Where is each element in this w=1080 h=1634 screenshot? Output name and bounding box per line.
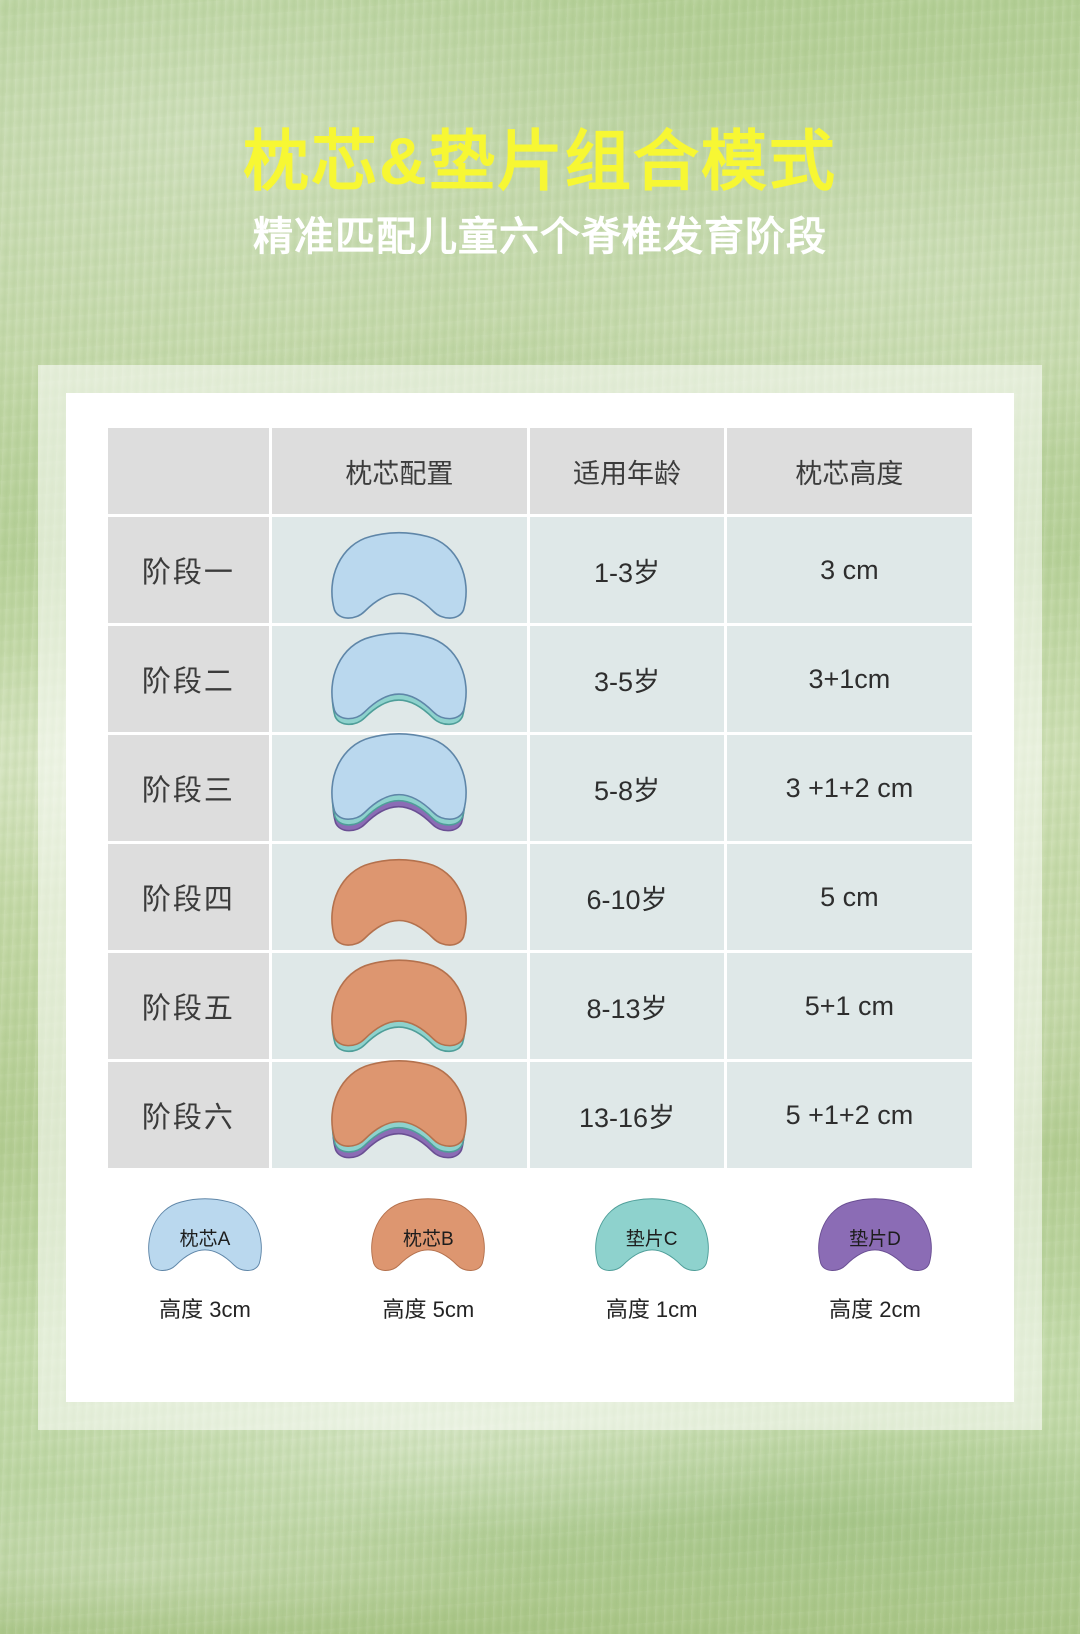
cell-stage: 阶段六: [108, 1062, 269, 1168]
cell-pillow-configuration: [271, 953, 528, 1059]
legend-swatch-icon: 垫片D: [775, 1196, 975, 1276]
legend-swatch-icon: 枕芯B: [328, 1196, 528, 1276]
cell-pillow-configuration: [271, 735, 528, 841]
combination-table: 枕芯配置 适用年龄 枕芯高度 阶段一 1-3岁 3 cm 阶段二 3-5岁 3+1cm 阶段…: [105, 425, 975, 1171]
pillow-stack-svg: [324, 626, 474, 731]
table-header: 枕芯配置 适用年龄 枕芯高度: [108, 428, 972, 514]
cell-stage: 阶段二: [108, 626, 269, 732]
legend-item-height: 高度 5cm: [382, 1297, 475, 1322]
legend-swatch-icon: 垫片C: [552, 1196, 752, 1276]
column-header-age: 适用年龄: [530, 428, 724, 514]
table-row: 阶段三 5-8岁 3 +1+2 cm: [108, 735, 972, 841]
cell-pillow-configuration: [271, 517, 528, 623]
cell-pillow-height: 3 cm: [726, 517, 972, 623]
cell-pillow-height: 5 +1+2 cm: [726, 1062, 972, 1168]
cell-pillow-height: 3 +1+2 cm: [726, 735, 972, 841]
table-row: 阶段四 6-10岁 5 cm: [108, 844, 972, 950]
table-row: 阶段六 13-16岁 5 +1+2 cm: [108, 1062, 972, 1168]
pillow-stack-4-icon: [272, 845, 527, 949]
column-header-stage: [108, 428, 269, 514]
column-header-config: 枕芯配置: [271, 428, 528, 514]
cell-pillow-height: 3+1cm: [726, 626, 972, 732]
pillow-stack-svg: [324, 526, 474, 622]
legend-item-4: 垫片D 高度 2cm: [775, 1196, 975, 1324]
pillow-stack-svg: [324, 1053, 474, 1167]
legend-item-3: 垫片C 高度 1cm: [552, 1196, 752, 1324]
table-header-row: 枕芯配置 适用年龄 枕芯高度: [108, 428, 972, 514]
page-title: 枕芯&垫片组合模式: [243, 124, 837, 198]
legend-pillow-svg: [594, 1198, 709, 1271]
cell-age-range: 13-16岁: [530, 1062, 724, 1168]
table-row: 阶段五 8-13岁 5+1 cm: [108, 953, 972, 1059]
cell-age-range: 3-5岁: [530, 626, 724, 732]
pillow-stack-svg: [324, 853, 474, 949]
cell-pillow-height: 5 cm: [726, 844, 972, 950]
combination-table-wrap: 枕芯配置 适用年龄 枕芯高度 阶段一 1-3岁 3 cm 阶段二 3-5岁 3+1cm 阶段…: [105, 425, 975, 1171]
legend-item-2: 枕芯B 高度 5cm: [328, 1196, 528, 1324]
legend-item-1: 枕芯A 高度 3cm: [105, 1196, 305, 1324]
pillow-stack-svg: [324, 726, 474, 840]
pillow-stack-svg: [324, 953, 474, 1058]
cell-age-range: 6-10岁: [530, 844, 724, 950]
pillow-stack-5-icon: [272, 954, 527, 1058]
cell-age-range: 5-8岁: [530, 735, 724, 841]
legend-item-height: 高度 2cm: [829, 1297, 921, 1322]
page-subtitle: 精准匹配儿童六个脊椎发育阶段: [253, 215, 827, 260]
pillow-stack-3-icon: [272, 736, 527, 840]
legend-pillow-svg: [148, 1198, 262, 1271]
pillow-stack-2-icon: [272, 627, 527, 731]
pillow-stack-1-icon: [272, 518, 527, 622]
legend-pillow-svg: [371, 1198, 486, 1271]
header: 枕芯&垫片组合模式 精准匹配儿童六个脊椎发育阶段: [0, 0, 1080, 261]
cell-pillow-configuration: [271, 626, 528, 732]
legend-swatch-icon: 枕芯A: [105, 1196, 305, 1276]
cell-stage: 阶段五: [108, 953, 269, 1059]
legend-item-height: 高度 1cm: [605, 1297, 698, 1322]
pillow-stack-6-icon: [272, 1063, 527, 1167]
legend-pillow-svg: [818, 1198, 932, 1271]
cell-stage: 阶段四: [108, 844, 269, 950]
cell-age-range: 1-3岁: [530, 517, 724, 623]
cell-pillow-configuration: [271, 1062, 528, 1168]
table-row: 阶段一 1-3岁 3 cm: [108, 517, 972, 623]
table-body: 阶段一 1-3岁 3 cm 阶段二 3-5岁 3+1cm 阶段三 5-8岁 3 +1+2 cm 阶…: [108, 517, 972, 1168]
cell-pillow-configuration: [271, 844, 528, 950]
cell-stage: 阶段一: [108, 517, 269, 623]
cell-age-range: 8-13岁: [530, 953, 724, 1059]
column-header-height: 枕芯高度: [726, 428, 972, 514]
legend: 枕芯A 高度 3cm 枕芯B 高度 5cm 垫片C 高度 1cm 垫片D 高度 2cm: [105, 1196, 975, 1324]
cell-pillow-height: 5+1 cm: [726, 953, 972, 1059]
legend-item-height: 高度 3cm: [159, 1297, 251, 1322]
table-row: 阶段二 3-5岁 3+1cm: [108, 626, 972, 732]
cell-stage: 阶段三: [108, 735, 269, 841]
